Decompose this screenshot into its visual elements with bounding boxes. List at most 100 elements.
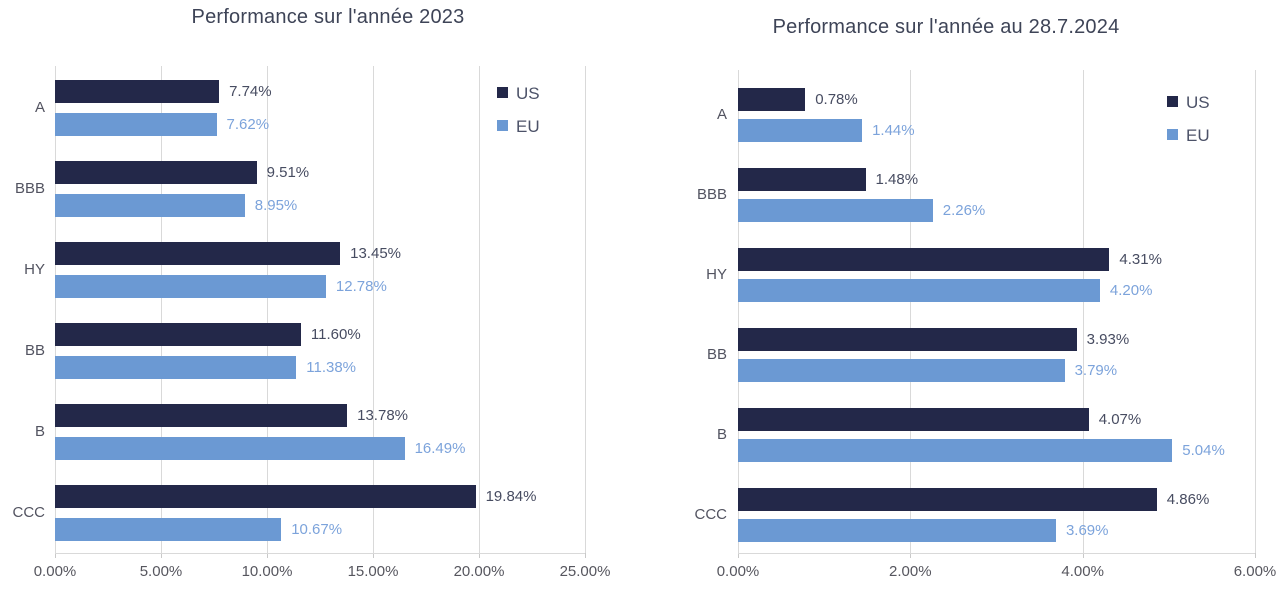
gridline <box>479 66 480 553</box>
x-tick-label: 0.00% <box>716 563 760 580</box>
category-label: A <box>34 99 45 116</box>
axis-tick <box>479 553 480 558</box>
value-label-eu-b: 16.49% <box>414 440 466 457</box>
legend-swatch-eu-icon <box>1167 129 1178 140</box>
bar-us-b <box>738 408 1089 431</box>
value-label-eu-ccc: 10.67% <box>291 521 343 538</box>
bar-us-bbb <box>738 168 866 191</box>
bar-eu-bbb <box>55 194 245 217</box>
bar-us-bb <box>738 328 1077 351</box>
bar-us-ccc <box>55 485 476 508</box>
value-label-eu-hy: 12.78% <box>335 278 387 295</box>
bar-us-ccc <box>738 488 1157 511</box>
gridline <box>738 70 739 553</box>
axis-tick <box>55 553 56 558</box>
chart-performance-2023: Performance sur l'année 2023 0.00% 5.00% 1… <box>12 6 611 580</box>
bar-eu-b <box>55 437 405 460</box>
bar-eu-ccc <box>738 519 1056 542</box>
gridline <box>267 66 268 553</box>
axis-tick <box>1255 553 1256 558</box>
value-label-eu-ccc: 3.69% <box>1065 522 1109 539</box>
chart-title: Performance sur l'année 2023 <box>191 6 465 28</box>
value-label-us-bbb: 9.51% <box>266 164 310 181</box>
gridline <box>910 70 912 553</box>
category-label: BB <box>24 342 45 359</box>
value-label-eu-b: 5.04% <box>1182 442 1225 459</box>
value-label-us-bb: 11.60% <box>310 326 361 343</box>
axis-tick <box>373 553 374 558</box>
bar-eu-a <box>55 113 217 136</box>
x-tick-label: 0.00% <box>33 563 77 580</box>
value-label-us-hy: 4.31% <box>1119 251 1162 268</box>
bar-us-bb <box>55 323 301 346</box>
legend-label-eu: EU <box>516 117 540 136</box>
gridline <box>161 66 162 553</box>
value-label-us-bbb: 1.48% <box>875 171 919 188</box>
bar-eu-hy <box>55 275 326 298</box>
value-label-us-hy: 13.45% <box>350 245 401 262</box>
value-label-us-ccc: 19.84% <box>485 488 537 505</box>
bar-eu-bb <box>738 359 1065 382</box>
plot-area: 0.00% 2.00% 4.00% 6.00% A BBB HY BB B CCC 0.78% 1.4… <box>642 0 1284 606</box>
legend-swatch-eu-icon <box>497 120 508 131</box>
x-tick-label: 2.00% <box>889 563 932 580</box>
x-tick-label: 5.00% <box>139 563 183 580</box>
x-axis-line <box>738 553 1255 554</box>
category-label: CCC <box>12 504 46 521</box>
axis-tick <box>738 553 739 558</box>
category-label: BB <box>706 346 727 363</box>
value-label-us-a: 0.78% <box>815 91 858 108</box>
axis-tick <box>161 553 162 558</box>
gridline <box>585 66 586 553</box>
value-label-us-a: 7.74% <box>229 83 272 100</box>
value-label-eu-a: 1.44% <box>872 122 915 139</box>
value-label-eu-bb: 3.79% <box>1074 362 1118 379</box>
chart-title: Performance sur l'année au 28.7.2024 <box>772 16 1120 38</box>
value-label-us-b: 4.07% <box>1098 411 1142 428</box>
x-tick-label: 10.00% <box>241 563 293 580</box>
value-label-eu-bb: 11.38% <box>306 359 357 376</box>
legend-label-us: US <box>516 84 540 103</box>
bar-us-a <box>738 88 806 111</box>
x-tick-label: 20.00% <box>453 563 505 580</box>
category-label: CCC <box>694 506 728 523</box>
category-label: BBB <box>696 186 727 203</box>
gridline <box>1082 70 1084 553</box>
bar-eu-bb <box>55 356 297 379</box>
bar-eu-bbb <box>738 199 933 222</box>
bar-us-bbb <box>55 161 257 184</box>
category-label: A <box>716 106 727 123</box>
gridline <box>55 66 56 553</box>
bar-eu-hy <box>738 279 1100 302</box>
value-label-us-ccc: 4.86% <box>1166 491 1210 508</box>
bar-us-hy <box>55 242 341 265</box>
bar-us-a <box>55 80 220 103</box>
x-tick-label: 4.00% <box>1061 563 1104 580</box>
category-label: BBB <box>14 180 45 197</box>
legend-label-us: US <box>1186 93 1210 112</box>
value-label-eu-bbb: 2.26% <box>942 202 986 219</box>
legend-swatch-us-icon <box>497 87 508 98</box>
plot-area: 0.00% 5.00% 10.00% 15.00% 20.00% 25.00% A BBB HY… <box>12 66 611 580</box>
gridline <box>373 66 374 553</box>
value-label-eu-a: 7.62% <box>226 116 270 133</box>
bar-eu-a <box>738 119 863 142</box>
x-tick-label: 15.00% <box>347 563 399 580</box>
axis-tick <box>585 553 586 558</box>
bar-us-hy <box>738 248 1110 271</box>
value-label-eu-bbb: 8.95% <box>254 197 298 214</box>
value-label-us-bb: 3.93% <box>1086 331 1130 348</box>
x-tick-label: 6.00% <box>1233 563 1277 580</box>
x-axis-line <box>55 553 585 554</box>
legend-label-eu: EU <box>1186 126 1210 145</box>
x-tick-label: 25.00% <box>559 563 611 580</box>
bar-eu-ccc <box>55 518 282 541</box>
axis-tick <box>1082 553 1084 558</box>
category-label: HY <box>24 261 45 278</box>
category-label: B <box>34 423 45 440</box>
value-label-us-b: 13.78% <box>357 407 408 424</box>
axis-tick <box>267 553 268 558</box>
chart-performance-2024: Performance sur l'année au 28.7.2024 0.0… <box>642 0 1284 606</box>
category-label: HY <box>706 266 727 283</box>
